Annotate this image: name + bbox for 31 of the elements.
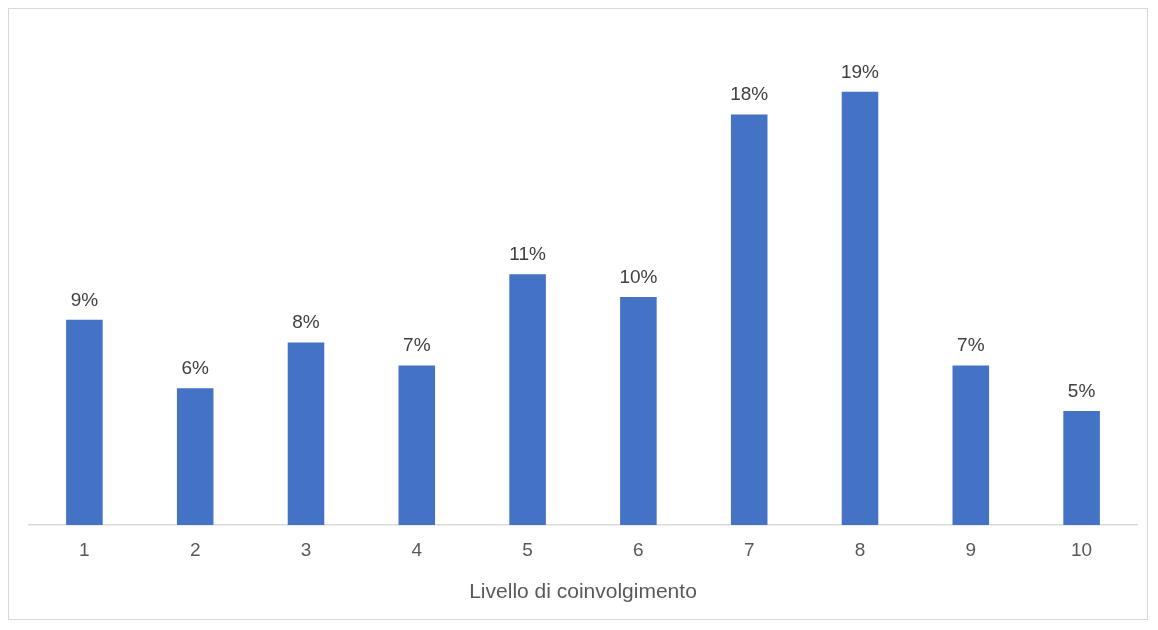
data-label: 18% — [730, 83, 769, 105]
data-label: 8% — [292, 311, 320, 333]
bar — [509, 274, 546, 525]
data-label: 7% — [957, 334, 985, 356]
x-tick-label: 7 — [743, 538, 755, 560]
bar — [841, 91, 879, 525]
bar — [730, 114, 768, 525]
bar — [176, 388, 214, 525]
data-label: 7% — [403, 334, 431, 356]
x-tick-label: 3 — [300, 538, 312, 560]
bar — [287, 342, 325, 525]
data-label: 11% — [509, 242, 547, 264]
data-label: 19% — [840, 60, 880, 82]
bar — [620, 297, 657, 525]
x-tick-label: 2 — [189, 538, 201, 560]
x-tick-label: 10 — [1071, 538, 1093, 560]
data-label: 5% — [1067, 379, 1096, 401]
bar — [952, 365, 990, 525]
x-tick-label: 9 — [965, 538, 977, 560]
x-tick-label: 5 — [522, 538, 533, 560]
x-axis-title: Livello di coinvolgimento — [469, 579, 697, 603]
x-tick-label: 1 — [79, 538, 90, 560]
x-tick-label: 6 — [633, 538, 644, 560]
bar — [1063, 411, 1100, 525]
data-label: 6% — [181, 356, 210, 378]
bar — [398, 365, 436, 525]
data-label: 10% — [619, 265, 658, 287]
x-tick-label: 8 — [854, 538, 866, 560]
data-label: 9% — [70, 288, 99, 310]
bar — [66, 319, 103, 525]
x-tick-label: 4 — [411, 538, 423, 560]
